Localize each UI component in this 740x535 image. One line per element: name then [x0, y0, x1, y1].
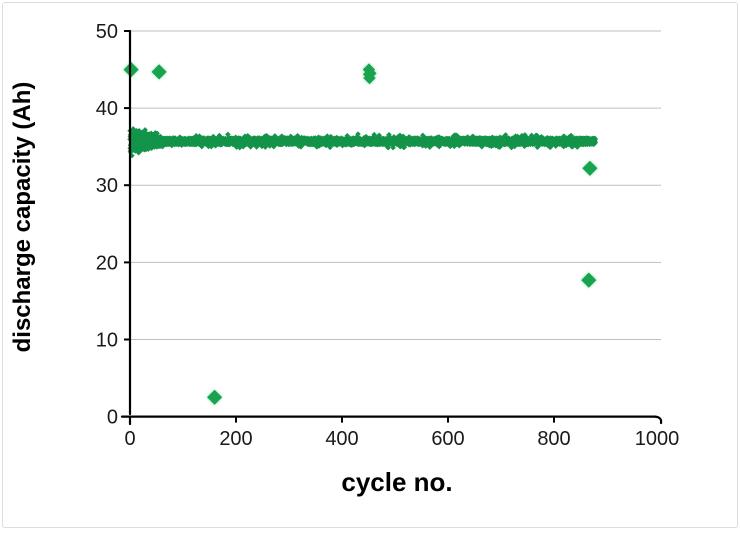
- svg-text:20: 20: [96, 252, 118, 274]
- svg-text:800: 800: [537, 428, 570, 450]
- svg-text:cycle no.: cycle no.: [341, 467, 452, 497]
- svg-text:1000: 1000: [635, 428, 680, 450]
- svg-text:discharge capacity (Ah): discharge capacity (Ah): [9, 82, 36, 353]
- svg-text:40: 40: [96, 98, 118, 120]
- svg-text:0: 0: [124, 428, 135, 450]
- svg-text:30: 30: [96, 175, 118, 197]
- svg-text:0: 0: [107, 407, 118, 429]
- svg-text:600: 600: [431, 428, 464, 450]
- svg-text:10: 10: [96, 330, 118, 352]
- svg-text:50: 50: [96, 21, 118, 43]
- svg-text:200: 200: [219, 428, 252, 450]
- svg-text:400: 400: [325, 428, 358, 450]
